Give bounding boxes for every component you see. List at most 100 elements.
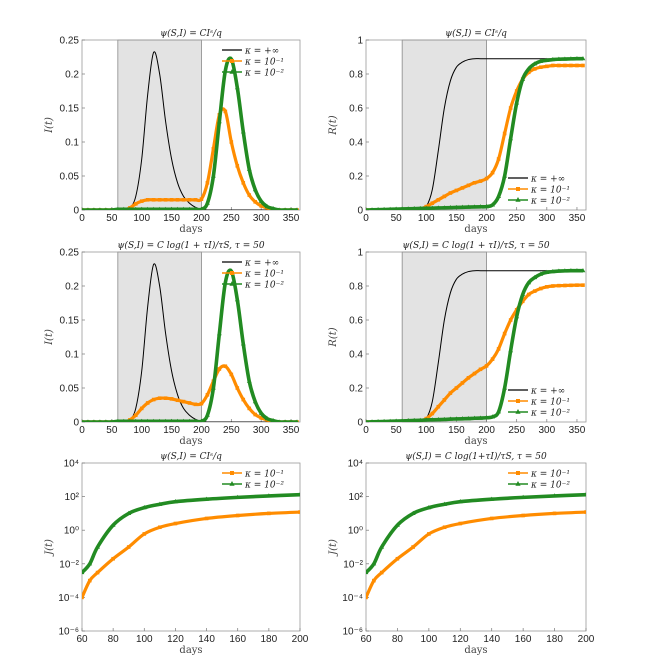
data-point-triangle — [283, 419, 287, 422]
data-point-triangle — [110, 522, 116, 527]
data-point-square — [484, 364, 489, 368]
y-axis-label: J(t) — [328, 539, 339, 557]
legend-label: κ = +∞ — [244, 47, 279, 57]
data-point-square — [490, 170, 495, 175]
y-tick-label: 0.1 — [65, 350, 79, 361]
data-point-triangle — [115, 418, 120, 422]
y-tick-label: 0.2 — [65, 282, 79, 293]
data-point-square — [442, 194, 447, 199]
data-point-triangle — [538, 271, 544, 276]
series-group — [82, 51, 299, 210]
data-point-triangle — [550, 56, 556, 62]
data-point-square — [581, 283, 585, 287]
data-point-square — [187, 401, 192, 405]
x-tick-label: 0 — [363, 213, 369, 224]
data-point-triangle — [126, 510, 132, 515]
data-point-triangle — [388, 206, 392, 210]
data-point-triangle — [526, 280, 532, 285]
data-point-triangle — [193, 206, 198, 210]
data-point-square — [460, 381, 465, 385]
data-point-square — [442, 398, 447, 402]
data-point-square — [157, 198, 162, 202]
legend-label: κ = 10⁻² — [244, 481, 284, 491]
x-tick-label: 100 — [136, 634, 153, 645]
series-group — [366, 268, 586, 422]
data-point-triangle — [266, 493, 272, 498]
data-point-triangle — [490, 414, 495, 419]
data-point-square — [552, 511, 557, 516]
data-point-triangle — [580, 268, 586, 273]
shaded-region — [401, 251, 487, 423]
data-point-triangle — [454, 204, 459, 210]
data-point-triangle — [580, 56, 586, 61]
data-point-triangle — [441, 416, 447, 422]
data-point-triangle — [532, 61, 538, 66]
x-tick-label: 0 — [79, 425, 85, 436]
data-point-triangle — [86, 207, 90, 210]
data-point-triangle — [104, 419, 108, 422]
axes-box — [81, 462, 301, 632]
data-point-triangle — [205, 200, 210, 205]
data-point-triangle — [583, 492, 586, 497]
x-tick-label: 0 — [363, 425, 369, 436]
data-point-square — [199, 401, 204, 406]
data-point-square — [133, 202, 138, 206]
data-point-square — [241, 181, 246, 185]
data-point-triangle — [484, 415, 489, 420]
data-point-triangle — [423, 205, 429, 210]
series-group — [366, 492, 586, 600]
x-tick-label: 150 — [448, 213, 465, 224]
data-point-triangle — [187, 206, 192, 210]
legend-label: κ = +∞ — [530, 387, 565, 397]
data-point-triangle — [556, 268, 562, 273]
data-point-square — [448, 191, 453, 195]
data-point-square — [181, 399, 186, 404]
legend-label: κ = 10⁻¹ — [244, 470, 284, 480]
data-point-triangle — [514, 100, 520, 105]
data-point-triangle — [87, 561, 93, 566]
data-point-square — [82, 595, 84, 600]
data-point-triangle — [532, 274, 538, 280]
data-point-square — [145, 198, 150, 202]
data-point-triangle — [435, 205, 441, 210]
data-point-triangle — [376, 207, 380, 210]
x-axis-label: days — [179, 645, 202, 656]
data-point-triangle — [95, 544, 100, 549]
shaded-region — [117, 39, 202, 211]
data-point-square — [241, 397, 246, 402]
data-point-triangle — [104, 207, 108, 210]
data-point-triangle — [441, 205, 447, 210]
data-point-triangle — [514, 314, 520, 319]
data-point-square — [181, 198, 186, 202]
data-point-triangle — [82, 569, 85, 575]
data-point-triangle — [447, 416, 453, 421]
data-point-triangle — [163, 206, 168, 210]
data-point-square — [466, 183, 471, 188]
data-point-triangle — [222, 280, 228, 285]
data-point-square — [173, 521, 178, 526]
legend-label: κ = 10⁻² — [530, 197, 570, 207]
y-tick-label: 10⁰ — [64, 526, 79, 537]
legend-label: κ = +∞ — [530, 175, 565, 185]
data-point-triangle — [270, 206, 276, 210]
y-axis-label: J(t) — [44, 539, 55, 557]
data-point-triangle — [376, 419, 380, 422]
legend-label: κ = 10⁻¹ — [244, 58, 284, 68]
legend-label: κ = 10⁻² — [530, 409, 570, 419]
data-point-square — [496, 157, 501, 161]
x-tick-label: 350 — [283, 213, 300, 224]
data-point-triangle — [157, 206, 162, 210]
data-point-square — [557, 63, 561, 68]
data-point-triangle — [574, 268, 580, 273]
data-point-square — [557, 283, 561, 288]
data-point-triangle — [411, 206, 417, 210]
subplot-6: 60 80 100 120 140 160 180 200 10⁻⁶ 10⁻⁴ 10⁻² 10⁰ 10²… — [328, 451, 595, 656]
data-point-square — [478, 179, 483, 183]
data-point-square — [502, 131, 507, 136]
data-point-triangle — [550, 268, 556, 274]
data-point-square — [133, 413, 138, 417]
data-point-triangle — [289, 207, 293, 210]
x-tick-label: 200 — [193, 213, 210, 224]
data-point-square — [508, 106, 513, 110]
y-tick-label: 0 — [357, 418, 363, 429]
